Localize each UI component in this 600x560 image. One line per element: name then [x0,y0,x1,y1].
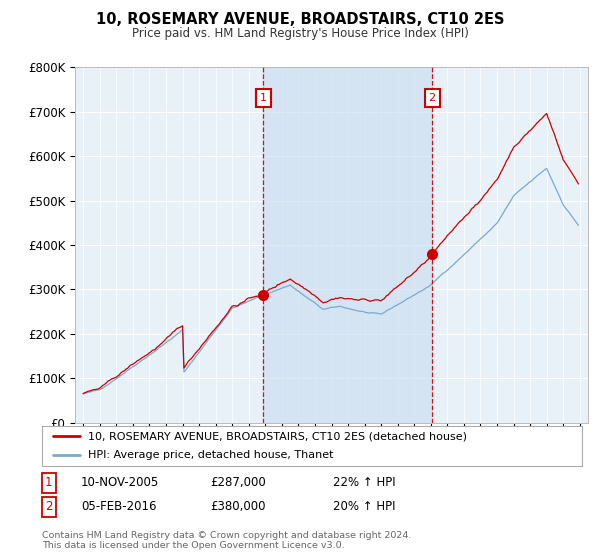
Text: 22% ↑ HPI: 22% ↑ HPI [333,476,395,489]
Text: 1: 1 [45,476,53,489]
Text: HPI: Average price, detached house, Thanet: HPI: Average price, detached house, Than… [88,450,334,460]
Text: 20% ↑ HPI: 20% ↑ HPI [333,500,395,514]
Text: 10, ROSEMARY AVENUE, BROADSTAIRS, CT10 2ES (detached house): 10, ROSEMARY AVENUE, BROADSTAIRS, CT10 2… [88,432,467,441]
Text: £380,000: £380,000 [210,500,265,514]
Text: Price paid vs. HM Land Registry's House Price Index (HPI): Price paid vs. HM Land Registry's House … [131,27,469,40]
Text: £287,000: £287,000 [210,476,266,489]
Text: 1: 1 [260,94,266,103]
Text: 2: 2 [428,94,436,103]
Text: Contains HM Land Registry data © Crown copyright and database right 2024.
This d: Contains HM Land Registry data © Crown c… [42,531,412,550]
Text: 05-FEB-2016: 05-FEB-2016 [81,500,157,514]
Text: 10, ROSEMARY AVENUE, BROADSTAIRS, CT10 2ES: 10, ROSEMARY AVENUE, BROADSTAIRS, CT10 2… [96,12,504,27]
Text: 2: 2 [45,500,53,514]
Text: 10-NOV-2005: 10-NOV-2005 [81,476,159,489]
Bar [263,67,432,423]
